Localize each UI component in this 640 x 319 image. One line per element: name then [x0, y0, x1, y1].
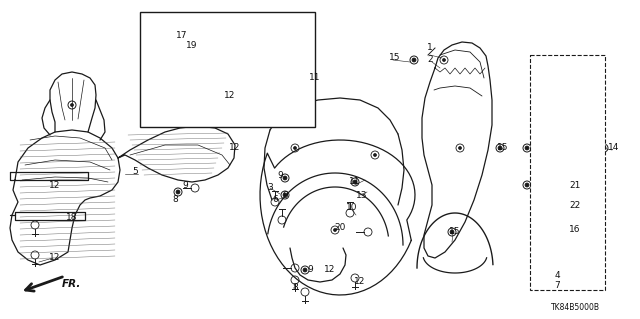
Text: 15: 15	[497, 144, 509, 152]
Circle shape	[176, 190, 180, 194]
Text: 12: 12	[229, 144, 241, 152]
Text: 13: 13	[356, 190, 368, 199]
Text: 3: 3	[267, 183, 273, 192]
Bar	[530, 55, 605, 290]
Circle shape	[558, 183, 562, 187]
Circle shape	[558, 78, 562, 82]
Text: TK84B5000B: TK84B5000B	[550, 303, 600, 313]
Circle shape	[525, 183, 529, 187]
Text: 16: 16	[569, 226, 580, 234]
Text: 22: 22	[570, 201, 580, 210]
Text: 14: 14	[608, 144, 620, 152]
Text: 21: 21	[570, 181, 580, 189]
Circle shape	[333, 228, 337, 232]
Text: 5: 5	[132, 167, 138, 176]
Text: 1: 1	[427, 43, 433, 53]
Text: 4: 4	[554, 271, 560, 279]
Text: 9: 9	[307, 265, 313, 275]
Text: 11: 11	[309, 73, 321, 83]
Circle shape	[70, 103, 74, 107]
Circle shape	[353, 180, 357, 184]
Circle shape	[286, 20, 290, 24]
Circle shape	[283, 193, 287, 197]
Text: 12: 12	[324, 265, 336, 275]
Text: 8: 8	[172, 196, 178, 204]
Circle shape	[558, 148, 562, 152]
Text: 9: 9	[277, 170, 283, 180]
Text: 17: 17	[176, 31, 188, 40]
Circle shape	[283, 176, 287, 180]
Circle shape	[458, 146, 461, 150]
Circle shape	[374, 153, 376, 157]
Text: FR.: FR.	[62, 279, 81, 289]
Text: 11: 11	[349, 177, 361, 187]
Circle shape	[498, 146, 502, 150]
Circle shape	[294, 146, 296, 150]
Text: 6: 6	[272, 196, 278, 204]
Bar	[140, 12, 315, 127]
Text: 12: 12	[49, 181, 61, 189]
Circle shape	[308, 78, 312, 82]
Circle shape	[308, 78, 312, 82]
Text: 9: 9	[282, 190, 288, 199]
Text: 19: 19	[186, 41, 198, 50]
Text: 12: 12	[224, 92, 236, 100]
Text: 12: 12	[355, 278, 365, 286]
Text: 2: 2	[427, 56, 433, 64]
Text: 8: 8	[292, 284, 298, 293]
Text: 15: 15	[389, 54, 401, 63]
Text: 12: 12	[49, 254, 61, 263]
Text: 18: 18	[67, 213, 77, 222]
Circle shape	[450, 230, 454, 234]
Text: 9: 9	[182, 181, 188, 189]
Text: 10: 10	[346, 204, 358, 212]
Circle shape	[525, 146, 529, 150]
Circle shape	[558, 216, 562, 220]
Text: 20: 20	[334, 224, 346, 233]
Circle shape	[602, 146, 606, 150]
Text: 15: 15	[449, 227, 461, 236]
Circle shape	[442, 58, 445, 62]
Circle shape	[303, 268, 307, 272]
Text: 7: 7	[554, 281, 560, 291]
Circle shape	[412, 58, 416, 62]
Circle shape	[278, 88, 282, 92]
Circle shape	[558, 113, 562, 117]
